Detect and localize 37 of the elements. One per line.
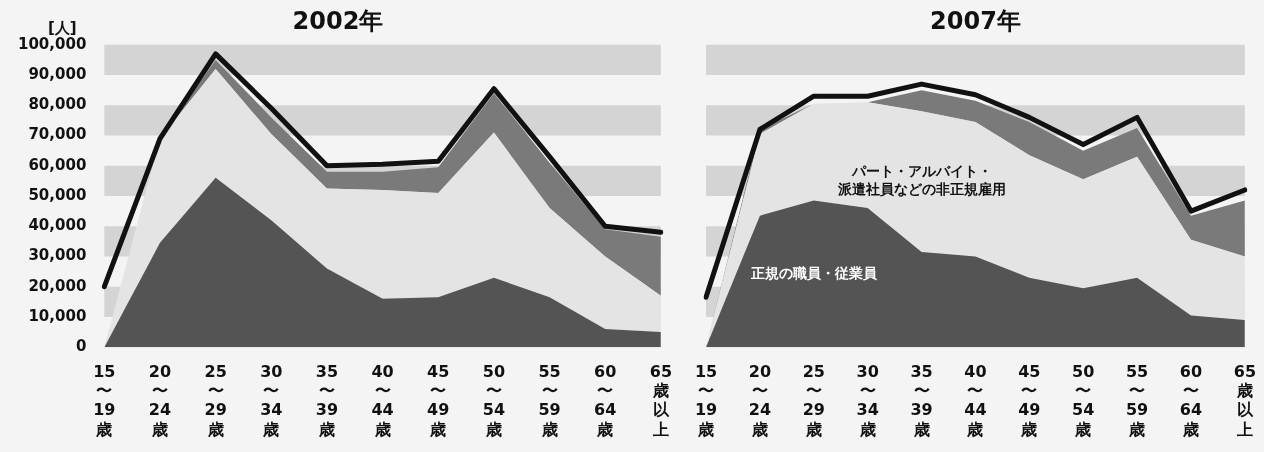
y-tick-label: 10,000 bbox=[28, 306, 87, 325]
series-label: パート・アルバイト・派遣社員などの非正規雇用 bbox=[836, 163, 1006, 198]
x-tick-label: 65歳以上 bbox=[649, 361, 672, 439]
x-tick-label: 35〜39歳 bbox=[910, 361, 933, 439]
y-tick-label: 0 bbox=[75, 337, 87, 356]
x-tick-label: 25〜29歳 bbox=[802, 361, 825, 439]
x-tick-label: 60〜64歳 bbox=[1179, 361, 1203, 439]
x-tick-label: 55〜59歳 bbox=[538, 361, 561, 439]
series-label: 正規の職員・従業員 bbox=[749, 264, 878, 281]
x-tick-label: 35〜39歳 bbox=[315, 361, 339, 439]
y-tick-label: 40,000 bbox=[28, 216, 87, 235]
x-tick-label: 40〜44歳 bbox=[371, 361, 394, 439]
y-tick-label: 70,000 bbox=[28, 125, 87, 144]
x-tick-label: 15〜19歳 bbox=[93, 361, 116, 439]
y-tick-label: 30,000 bbox=[28, 246, 87, 265]
x-tick-label: 20〜24歳 bbox=[148, 361, 172, 439]
x-tick-label: 45〜49歳 bbox=[427, 361, 450, 439]
y-tick-label: 80,000 bbox=[28, 95, 87, 114]
x-tick-label: 50〜54歳 bbox=[482, 361, 506, 439]
x-tick-label: 60〜64歳 bbox=[594, 361, 617, 439]
y-tick-label: 90,000 bbox=[28, 64, 87, 83]
x-tick-label: 55〜59歳 bbox=[1125, 361, 1149, 439]
y-tick-label: 60,000 bbox=[28, 155, 87, 174]
x-tick-label: 15〜19歳 bbox=[694, 361, 718, 439]
chart-title: 2007年 bbox=[930, 6, 1021, 35]
x-tick-label: 40〜44歳 bbox=[964, 361, 987, 439]
y-axis-title: [人] bbox=[47, 19, 77, 38]
x-tick-label: 30〜34歳 bbox=[856, 361, 879, 439]
x-tick-label: 25〜29歳 bbox=[204, 361, 227, 439]
y-tick-label: 20,000 bbox=[28, 276, 87, 295]
x-tick-label: 20〜24歳 bbox=[748, 361, 772, 439]
x-tick-label: 30〜34歳 bbox=[260, 361, 283, 439]
x-tick-label: 45〜49歳 bbox=[1018, 361, 1041, 439]
y-tick-label: 50,000 bbox=[28, 185, 87, 204]
x-tick-label: 50〜54歳 bbox=[1072, 361, 1095, 439]
x-tick-label: 65歳以上 bbox=[1233, 361, 1256, 439]
chart-title: 2002年 bbox=[292, 6, 384, 35]
